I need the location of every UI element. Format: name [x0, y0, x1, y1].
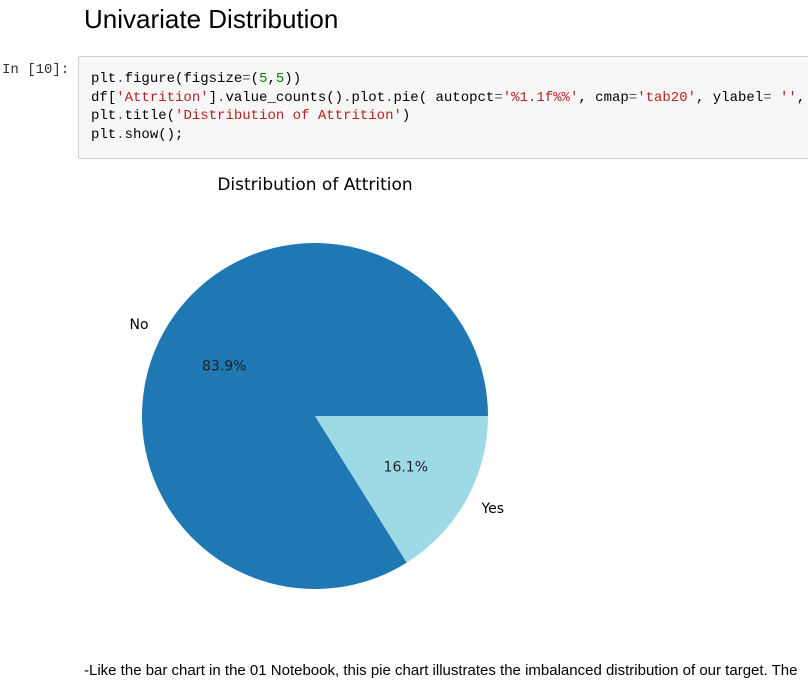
cell-prompt-label: In [10]:: [2, 62, 70, 78]
pie-slice-yes: [315, 416, 488, 563]
pie-slice-no: [141, 243, 488, 589]
pie-labels: No 83.9% Yes 16.1%: [129, 317, 504, 517]
cell-prompt: In [10]:: [2, 62, 69, 78]
pie-slices: [141, 243, 488, 589]
pie-percent-label: 83.9%: [202, 359, 246, 375]
pie-category-label: Yes: [480, 501, 504, 517]
chart-title: Distribution of Attrition: [217, 175, 412, 195]
code-line-4: plt.show();: [91, 126, 184, 143]
pie-category-label: No: [129, 317, 148, 333]
code-editor[interactable]: plt.figure(figsize=(5,5)) df['Attrition'…: [91, 70, 805, 144]
code-cell[interactable]: plt.figure(figsize=(5,5)) df['Attrition'…: [78, 56, 808, 159]
cell-output: Distribution of Attrition No 83.9% Yes 16.1…: [78, 165, 808, 625]
pie-chart: Distribution of Attrition No 83.9% Yes 16.1…: [129, 175, 504, 589]
code-line-2: df['Attrition'].value_counts().plot.pie(…: [91, 89, 806, 106]
code-line-1: plt.figure(figsize=(5,5)): [91, 71, 302, 87]
pie-percent-label: 16.1%: [384, 459, 428, 475]
section-heading: Univariate Distribution: [84, 4, 339, 34]
markdown-paragraph: -Like the bar chart in the 01 Notebook, …: [84, 662, 798, 679]
code-line-3: plt.title('Distribution of Attrition'): [91, 108, 411, 124]
